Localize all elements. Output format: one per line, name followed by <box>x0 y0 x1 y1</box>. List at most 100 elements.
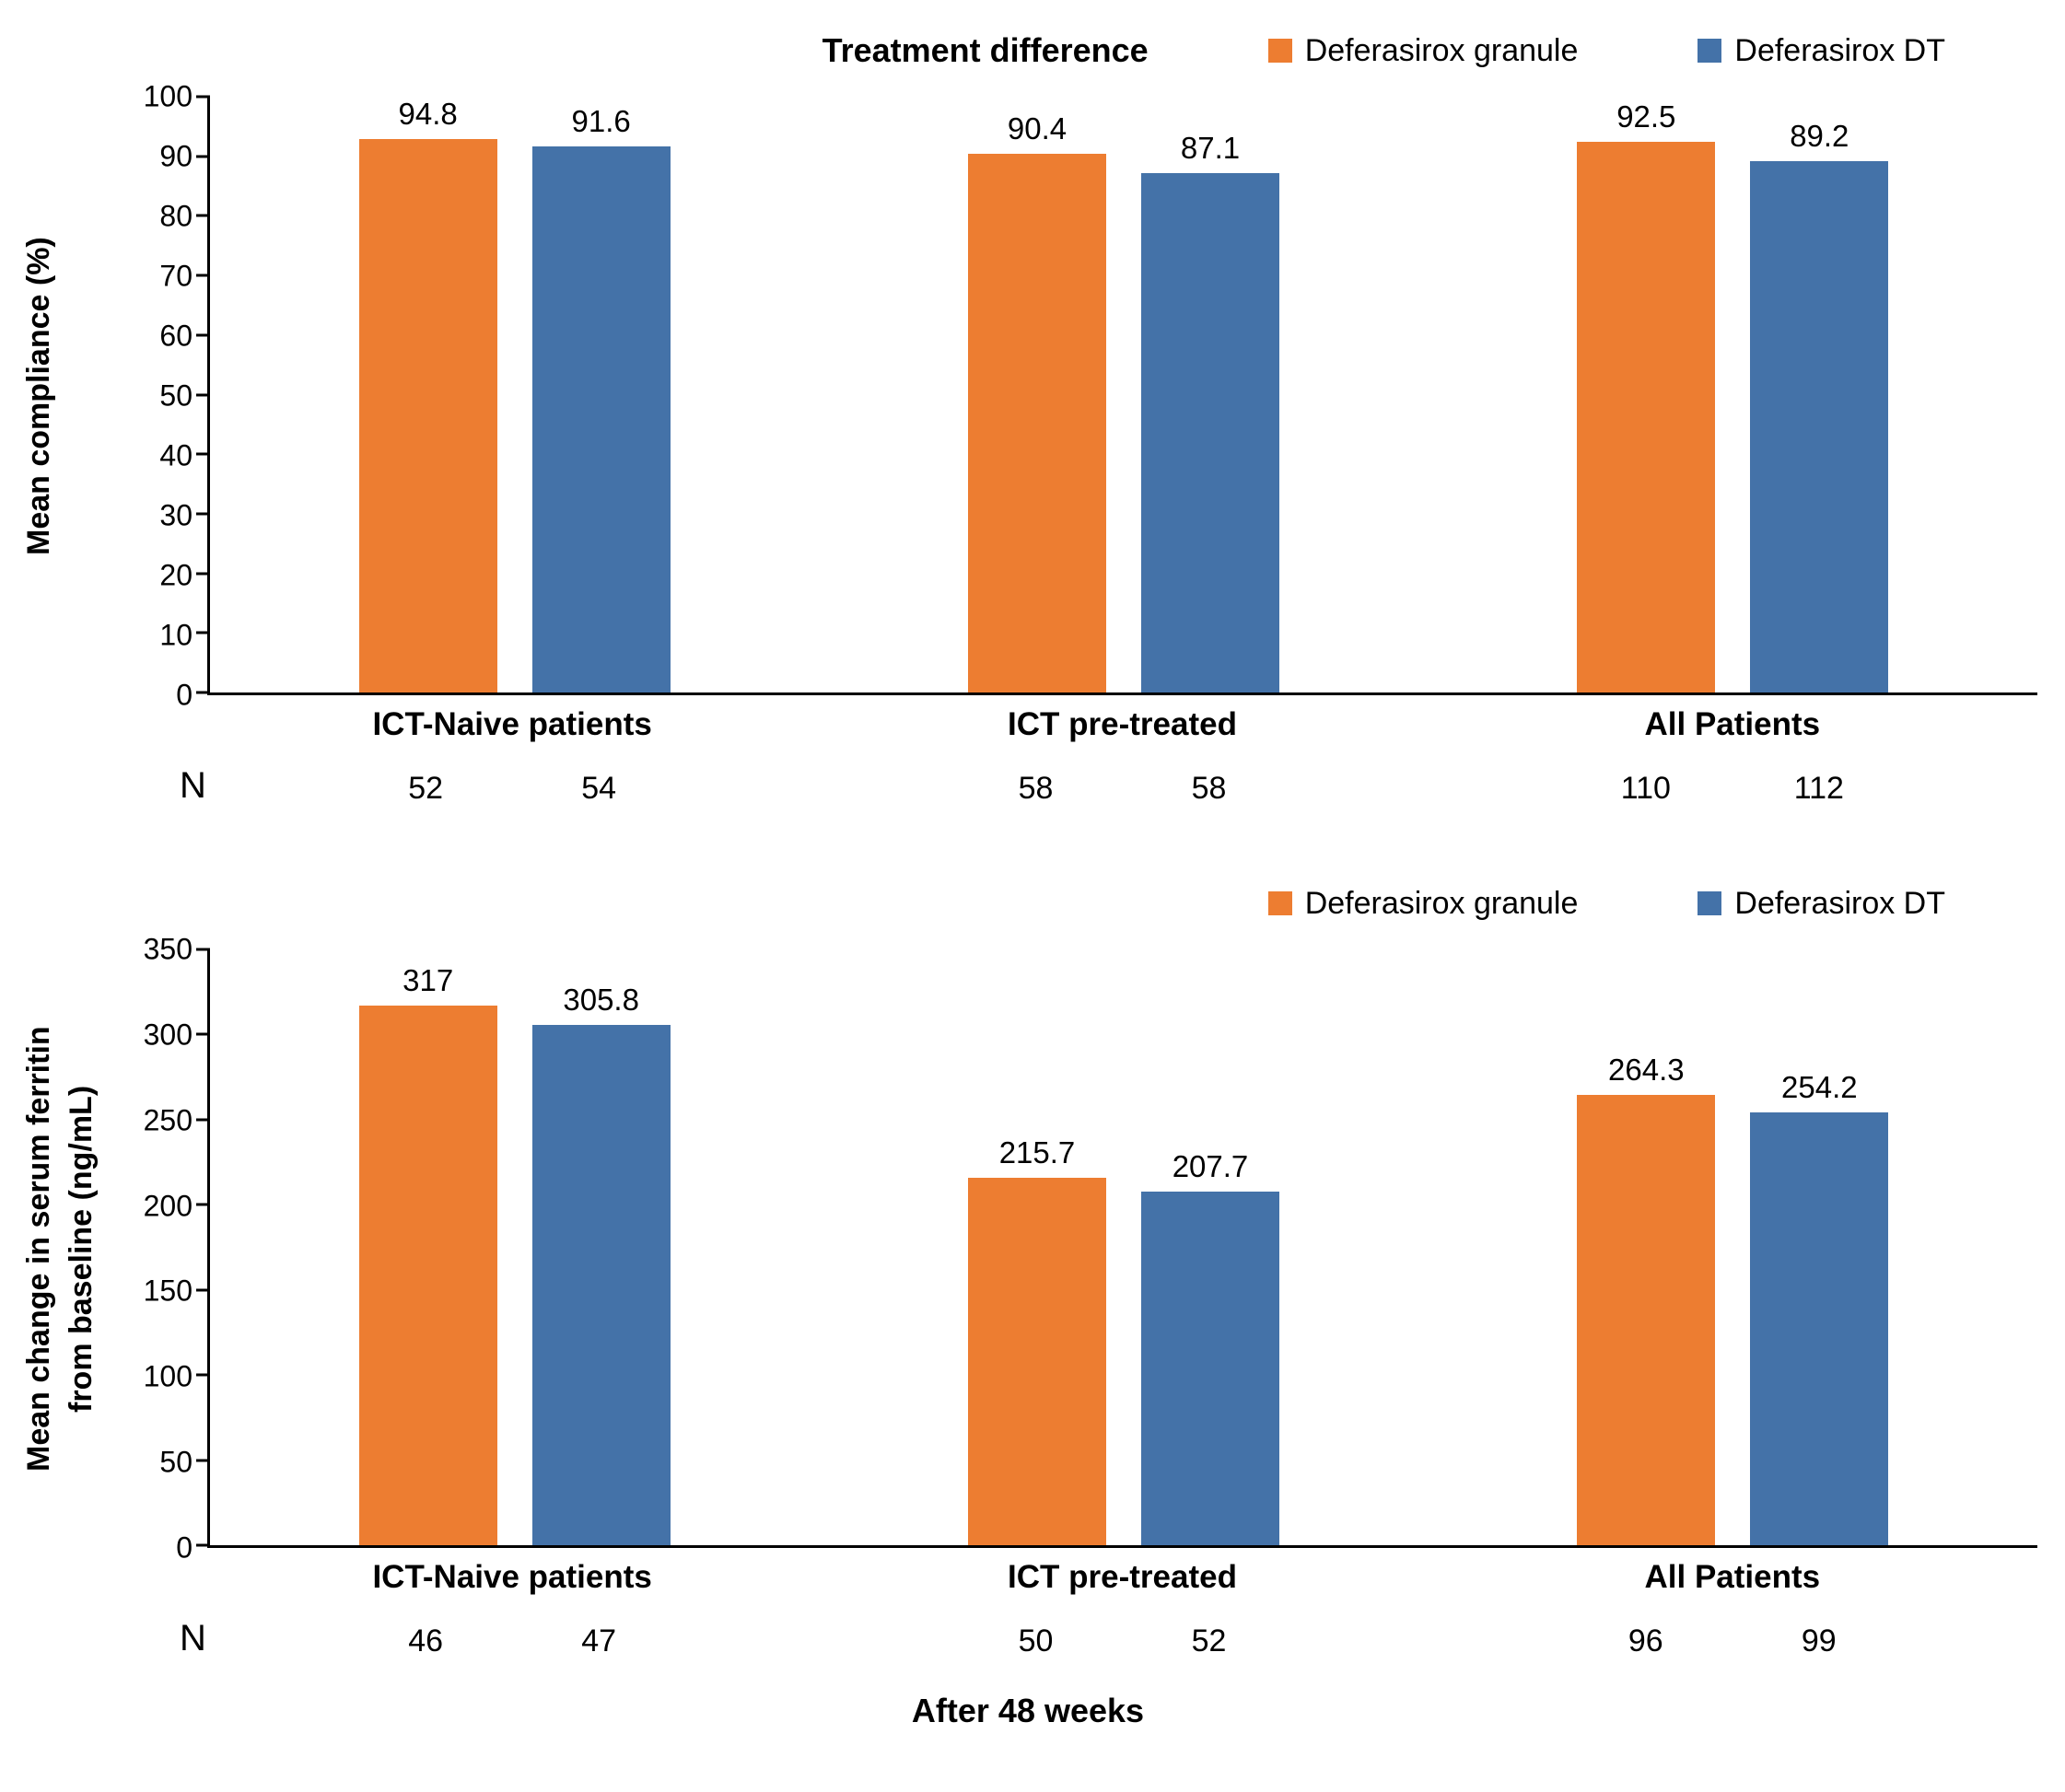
bar-column: 94.8 <box>358 97 497 692</box>
bar <box>1750 160 1889 692</box>
n-value: 54 <box>581 771 617 806</box>
bar-value-label: 317 <box>402 963 454 998</box>
bar-value-label: 90.4 <box>1007 111 1068 146</box>
bar <box>531 146 671 692</box>
y-tick-mark <box>196 393 210 396</box>
y-tick-label: 70 <box>159 259 192 293</box>
y-tick-mark <box>196 1032 210 1036</box>
y-tick-mark <box>196 1203 210 1206</box>
y-tick-label: 40 <box>159 438 192 472</box>
n-group: 50 52 <box>817 1623 1427 1659</box>
legend-label-dt: Deferasirox DT <box>1734 32 1945 68</box>
bar-column: 207.7 <box>1140 949 1279 1545</box>
bar <box>967 1178 1106 1545</box>
y-tick-label: 80 <box>159 199 192 233</box>
legend-row: Treatment difference Deferasirox granule… <box>18 23 2037 78</box>
legend-item-granule: Deferasirox granule <box>1267 885 1579 922</box>
bar-column: 215.7 <box>967 949 1106 1545</box>
bar-group: 92.5 89.2 <box>1429 97 2037 692</box>
n-group: 58 58 <box>817 771 1427 807</box>
bar <box>967 154 1106 692</box>
legend-swatch-dt-icon <box>1698 39 1722 63</box>
n-value: 58 <box>1018 771 1054 806</box>
bar-group: 264.3 254.2 <box>1429 949 2037 1545</box>
y-tick-label: 0 <box>176 1530 192 1565</box>
bar-group: 90.4 87.1 <box>819 97 1428 692</box>
y-axis-title-line: Mean change in serum ferritin <box>21 1026 56 1472</box>
bar-value-label: 87.1 <box>1180 131 1241 166</box>
bar-column: 254.2 <box>1750 949 1889 1545</box>
n-value: 99 <box>1801 1623 1837 1658</box>
y-tick-mark <box>196 273 210 277</box>
n-value: 58 <box>1191 771 1227 806</box>
bar-value-label: 305.8 <box>563 982 639 1017</box>
bar <box>1577 1095 1716 1545</box>
y-axis: 0 50 100 150 200 250 300 350 <box>120 933 207 1565</box>
bar <box>1140 1192 1279 1545</box>
bar <box>1140 173 1279 692</box>
x-axis-title: After 48 weeks <box>911 1692 1145 1729</box>
legend-label-granule: Deferasirox granule <box>1304 885 1579 921</box>
bar-column: 264.3 <box>1577 949 1716 1545</box>
category-label: All Patients <box>1644 1559 1821 1595</box>
y-tick-label: 90 <box>159 139 192 173</box>
legend-label-dt: Deferasirox DT <box>1734 885 1945 921</box>
legend-swatch-dt-icon <box>1698 891 1722 915</box>
n-label: N <box>180 765 206 806</box>
legend-item-dt: Deferasirox DT <box>1698 33 1945 69</box>
legend-swatch-granule-icon <box>1267 891 1292 915</box>
y-tick-mark <box>196 1543 210 1547</box>
n-value: 52 <box>1191 1623 1227 1658</box>
bar-column: 92.5 <box>1577 97 1716 692</box>
y-tick-mark <box>196 948 210 951</box>
y-tick-label: 30 <box>159 498 192 532</box>
n-group: 46 47 <box>207 1623 817 1659</box>
y-tick-mark <box>196 95 210 99</box>
category-label: All Patients <box>1644 706 1821 742</box>
bar-value-label: 94.8 <box>398 97 458 131</box>
y-tick-mark <box>196 631 210 634</box>
y-tick-label: 10 <box>159 618 192 652</box>
y-tick-label: 60 <box>159 319 192 353</box>
bar-value-label: 254.2 <box>1781 1070 1858 1105</box>
bar-group: 94.8 91.6 <box>210 97 819 692</box>
bar-column: 317 <box>358 949 497 1545</box>
n-group: 110 112 <box>1428 771 2037 807</box>
plot-area: 317 305.8 215.7 207.7 264.3 254.2 <box>196 948 2037 1548</box>
bar-column: 91.6 <box>531 97 671 692</box>
chart-body: Mean compliance (%) 0 10 20 30 40 50 60 70 80 90 1… <box>18 80 2037 712</box>
bar-column: 87.1 <box>1140 97 1279 692</box>
bar-value-label: 89.2 <box>1790 118 1849 153</box>
n-value: 96 <box>1628 1623 1663 1658</box>
bar-value-label: 215.7 <box>998 1135 1076 1170</box>
legend-row: Deferasirox granule Deferasirox DT <box>18 876 2037 931</box>
y-tick-label: 0 <box>176 678 192 712</box>
bar <box>531 1024 671 1545</box>
y-tick-mark <box>196 691 210 694</box>
bar-group: 215.7 207.7 <box>819 949 1428 1545</box>
y-axis-title-line: Mean compliance (%) <box>21 237 56 555</box>
n-row: N 46 47 50 52 96 99 <box>180 1618 2037 1659</box>
bar-column: 305.8 <box>531 949 671 1545</box>
y-tick-label: 100 <box>143 79 192 113</box>
n-label: N <box>180 1618 206 1658</box>
legend-item-dt: Deferasirox DT <box>1698 886 1945 922</box>
chart-title: Treatment difference <box>822 31 1149 69</box>
n-value: 110 <box>1620 771 1671 806</box>
n-value: 46 <box>408 1623 444 1658</box>
n-group: 96 99 <box>1428 1623 2037 1659</box>
category-label: ICT-Naive patients <box>372 1559 652 1595</box>
y-axis: 0 10 20 30 40 50 60 70 80 90 100 <box>120 80 207 712</box>
bar-value-label: 207.7 <box>1172 1149 1249 1184</box>
legend-item-granule: Deferasirox granule <box>1267 33 1578 69</box>
n-row: N 52 54 58 58 110 112 <box>180 765 2037 807</box>
category-label: ICT-Naive patients <box>372 706 652 742</box>
y-tick-label: 250 <box>143 1103 192 1137</box>
bar-column: 90.4 <box>967 97 1106 692</box>
bar-value-label: 91.6 <box>571 104 631 139</box>
legend-swatch-granule-icon <box>1267 39 1292 63</box>
y-tick-mark <box>196 214 210 217</box>
category-label: ICT pre-treated <box>1008 706 1237 742</box>
bar-column: 89.2 <box>1750 97 1889 692</box>
